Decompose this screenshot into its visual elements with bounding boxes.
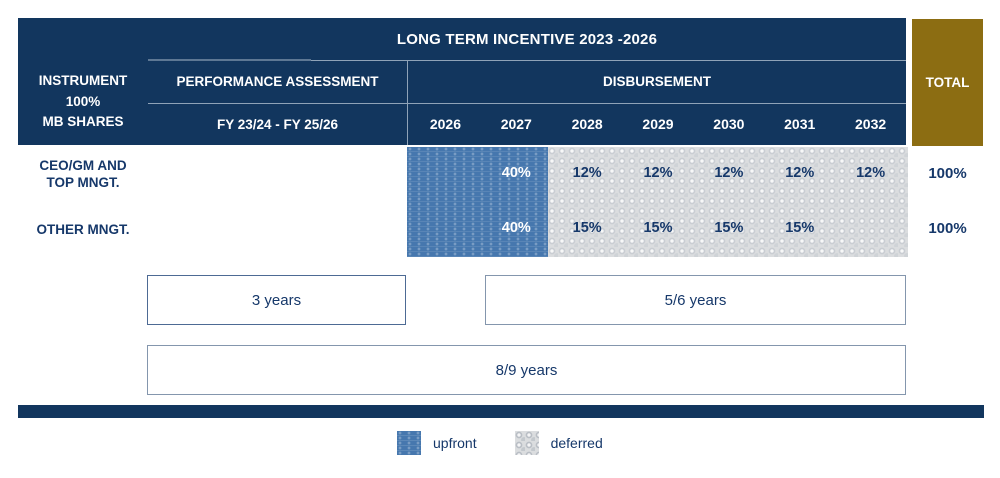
cell-2028: 15%: [572, 220, 602, 236]
header-divider-top: [311, 60, 906, 61]
total-header: TOTAL: [912, 19, 983, 146]
cell-2030: 12%: [714, 165, 744, 181]
cell-2027: 40%: [501, 165, 531, 181]
header-divider-vertical: [407, 60, 408, 145]
row-values-other-mngt: 40% 15% 15% 15% 15%: [410, 215, 906, 241]
header-divider-bottom: [148, 103, 906, 104]
row-label-line: TOP MNGT.: [46, 175, 120, 190]
cell-2029: 15%: [643, 220, 673, 236]
cell-2031: 15%: [785, 220, 815, 236]
upfront-swatch-icon: [397, 431, 421, 455]
instrument-line-3: MB SHARES: [42, 114, 124, 129]
year-header-2028: 2028: [571, 116, 603, 132]
instrument-header: INSTRUMENT 100% MB SHARES: [18, 71, 148, 133]
year-header-2031: 2031: [784, 116, 816, 132]
cell-2026: [410, 215, 481, 241]
cell-2028: 12%: [572, 165, 602, 181]
table-title: LONG TERM INCENTIVE 2023 -2026: [396, 30, 658, 48]
deferred-swatch-icon: [514, 431, 539, 455]
disbursement-header: DISBURSEMENT: [602, 74, 711, 89]
cell-2029: 12%: [643, 165, 673, 181]
timeline-box-5-6-years: 5/6 years: [485, 275, 906, 325]
row-total-ceo-top-mngt: 100%: [928, 164, 967, 182]
year-header-2032: 2032: [855, 116, 887, 132]
year-header-2029: 2029: [642, 116, 674, 132]
cell-2030: 15%: [714, 220, 744, 236]
row-values-ceo-top-mngt: 40% 12% 12% 12% 12% 12%: [410, 160, 906, 186]
cell-2032: [835, 215, 906, 241]
row-label-line: OTHER MNGT.: [36, 222, 130, 237]
cell-2031: 12%: [785, 165, 815, 181]
upfront-block: [407, 147, 548, 257]
cell-2027: 40%: [501, 220, 531, 236]
table-header: LONG TERM INCENTIVE 2023 -2026 INSTRUMEN…: [18, 18, 906, 145]
year-headers: 2026 2027 2028 2029 2030 2031 2032: [410, 103, 906, 145]
row-total-other-mngt: 100%: [928, 219, 967, 237]
row-label-line: CEO/GM AND: [39, 158, 127, 173]
year-header-2027: 2027: [500, 116, 532, 132]
legend-deferred-label: deferred: [550, 435, 603, 451]
performance-period: FY 23/24 - FY 25/26: [216, 116, 339, 132]
bottom-divider-bar: [18, 405, 984, 418]
cell-2032: 12%: [856, 165, 886, 181]
performance-assessment-header: PERFORMANCE ASSESSMENT: [176, 74, 379, 89]
row-label-ceo-top-mngt: CEO/GM AND TOP MNGT.: [18, 157, 148, 191]
instrument-line-2: 100%: [65, 93, 101, 109]
legend: upfront deferred: [397, 431, 603, 455]
deferred-block: [548, 147, 908, 257]
timeline-box-8-9-years: 8/9 years: [147, 345, 906, 395]
legend-upfront-label: upfront: [433, 435, 477, 451]
year-header-2026: 2026: [429, 116, 461, 132]
header-divider-thick: [148, 59, 311, 61]
row-label-other-mngt: OTHER MNGT.: [18, 221, 148, 238]
instrument-line-1: INSTRUMENT: [38, 73, 128, 88]
year-header-2030: 2030: [713, 116, 745, 132]
timeline-box-3-years: 3 years: [147, 275, 406, 325]
cell-2026: [410, 160, 481, 186]
